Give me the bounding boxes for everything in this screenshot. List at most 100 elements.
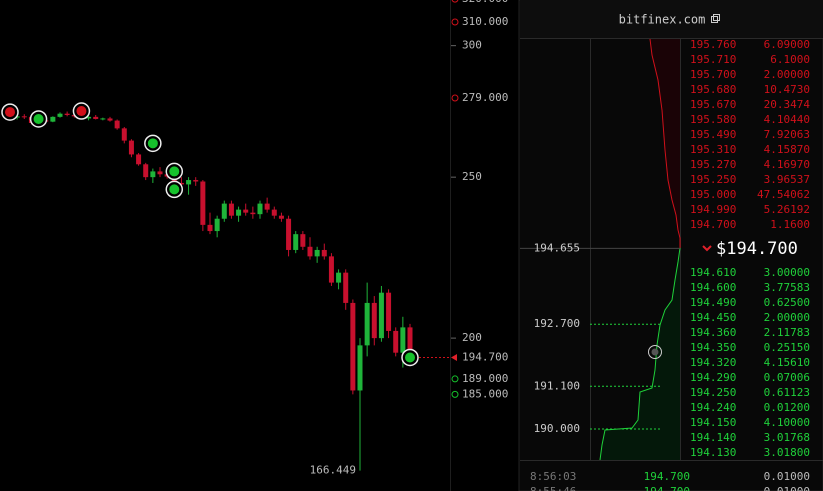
bids-price: 194.600 (690, 281, 736, 294)
current-price-label: 194.700 (462, 350, 508, 363)
asks-price: 195.580 (690, 113, 736, 126)
candle-body (178, 182, 184, 185)
candle-body (207, 224, 213, 232)
bids-price: 194.290 (690, 371, 736, 384)
asks-amount: 4.15870 (764, 143, 810, 156)
trade-amount: 0.01000 (764, 485, 810, 491)
candle-body (107, 118, 113, 121)
candle-body (293, 234, 299, 250)
bids-price: 194.240 (690, 401, 736, 414)
signal-dot (76, 106, 87, 117)
candle-body (350, 302, 356, 391)
signal-dot (169, 184, 180, 195)
candle-body (307, 246, 313, 257)
panel-header (520, 0, 823, 38)
bids-amount: 2.00000 (764, 311, 810, 324)
candle-body (407, 327, 413, 358)
bids-amount: 4.10000 (764, 416, 810, 429)
bids-amount: 0.25150 (764, 341, 810, 354)
level-icon (451, 94, 459, 102)
asks-price: 194.990 (690, 203, 736, 216)
depth-tick-label: 190.000 (534, 422, 580, 435)
asks-amount: 1.1600 (770, 218, 810, 231)
bids-amount: 4.15610 (764, 356, 810, 369)
level-label: 310.000 (462, 15, 508, 28)
candle-body (157, 171, 163, 175)
asks-amount: 20.3474 (764, 98, 811, 111)
trade-amount: 0.01000 (764, 470, 810, 483)
bids-amount: 3.00000 (764, 266, 810, 279)
bids-price: 194.140 (690, 431, 736, 444)
candle-body (64, 113, 70, 115)
asks-price: 195.710 (690, 53, 736, 66)
bids-amount: 0.07006 (764, 371, 810, 384)
panel-title[interactable]: bitfinex.com (619, 13, 706, 27)
candle-body (121, 128, 127, 141)
candle-body (336, 272, 342, 283)
candle-body (393, 330, 399, 353)
bids-price: 194.450 (690, 311, 736, 324)
bids-price: 194.250 (690, 386, 736, 399)
asks-price: 195.680 (690, 83, 736, 96)
candle-body (221, 203, 227, 219)
candle-body (136, 154, 142, 165)
asks-price: 195.310 (690, 143, 736, 156)
ask-depth-line (649, 38, 681, 248)
bids-price: 194.490 (690, 296, 736, 309)
asks-amount: 6.1000 (770, 53, 810, 66)
bids-price: 194.320 (690, 356, 736, 369)
asks-price: 195.000 (690, 188, 736, 201)
bids-amount: 3.01768 (764, 431, 810, 444)
asks-price: 195.490 (690, 128, 736, 141)
candle-body (257, 203, 263, 215)
bids-price: 194.610 (690, 266, 736, 279)
level-icon (451, 390, 459, 398)
candle-body (243, 209, 249, 213)
bids-amount: 3.01800 (764, 446, 810, 459)
signal-dot (147, 138, 158, 149)
signal-dot (5, 107, 15, 118)
candle-body (264, 203, 270, 210)
depth-tick-label: 192.700 (534, 317, 580, 330)
y-tick-label: 300 (462, 39, 482, 52)
depth-cursor (648, 345, 662, 359)
last-price: $194.700 (716, 239, 798, 259)
asks-amount: 4.10440 (764, 113, 810, 126)
candle-body (278, 215, 284, 219)
depth-tick-label: 191.100 (534, 379, 580, 392)
bid-depth-area (600, 248, 680, 460)
external-link-icon[interactable] (711, 14, 720, 23)
asks-price: 194.700 (690, 218, 736, 231)
candle-body (357, 345, 363, 391)
bids-price: 194.150 (690, 416, 736, 429)
asks-price: 195.700 (690, 68, 736, 81)
candle-body (150, 171, 156, 178)
candle-body (400, 327, 406, 353)
bids-price: 194.350 (690, 341, 736, 354)
level-label: 279.000 (462, 91, 508, 104)
y-tick-label: 250 (462, 170, 482, 183)
candle-body (314, 249, 320, 257)
candle-body (114, 120, 120, 129)
asks-amount: 47.54062 (757, 188, 810, 201)
asks-amount: 5.26192 (764, 203, 810, 216)
candle-body (228, 203, 234, 216)
candle-body (321, 249, 327, 257)
asks-price: 195.250 (690, 173, 736, 186)
candle-body (371, 302, 377, 339)
signal-dot (169, 166, 180, 177)
trade-price: 194.700 (644, 485, 690, 491)
level-label: 320.000 (462, 0, 508, 5)
price-down-arrow (702, 245, 712, 252)
candle-body (328, 256, 334, 283)
asks-price: 195.670 (690, 98, 736, 111)
asks-amount: 3.96537 (764, 173, 810, 186)
candle-body (21, 116, 27, 118)
level-icon (451, 18, 459, 26)
asks-amount: 4.16970 (764, 158, 810, 171)
bids-amount: 0.01200 (764, 401, 810, 414)
candle-body (214, 218, 220, 232)
candle-body (86, 116, 92, 119)
bids-price: 194.130 (690, 446, 736, 459)
candle-body (271, 209, 277, 216)
